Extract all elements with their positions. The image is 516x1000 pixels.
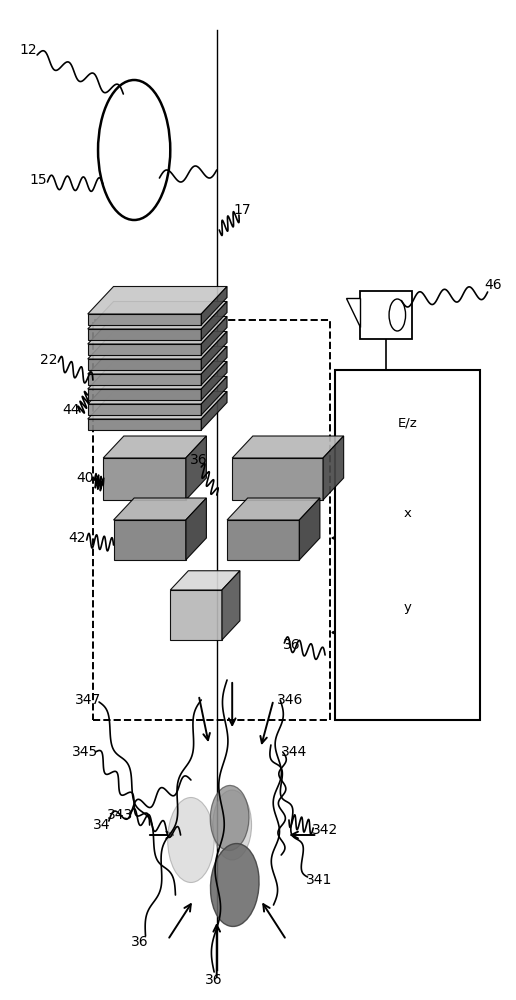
Polygon shape [201,361,227,400]
Polygon shape [88,332,227,359]
Text: 36: 36 [283,638,300,652]
Text: 42: 42 [69,531,86,545]
Text: 344: 344 [281,745,307,759]
Text: 342: 342 [312,823,338,837]
Text: x: x [404,507,412,520]
Text: 36: 36 [190,453,207,467]
Circle shape [389,299,406,331]
Ellipse shape [211,844,259,926]
Polygon shape [88,317,227,344]
Polygon shape [103,458,186,500]
Polygon shape [186,498,206,560]
Bar [360,291,412,339]
Polygon shape [88,392,227,419]
Polygon shape [88,347,227,374]
Text: 40: 40 [76,471,94,485]
Text: 34: 34 [93,818,111,832]
Polygon shape [201,347,227,385]
Text: 346: 346 [277,693,303,707]
Polygon shape [88,302,227,329]
Text: 22: 22 [40,353,58,367]
Polygon shape [88,361,227,389]
Text: 345: 345 [72,745,98,759]
Polygon shape [232,436,344,458]
Bar [93,320,330,720]
Polygon shape [88,314,201,325]
Text: 343: 343 [107,808,133,822]
Polygon shape [227,498,320,520]
Text: 36: 36 [131,935,148,949]
Polygon shape [201,302,227,340]
Bar [335,370,480,720]
Polygon shape [299,498,320,560]
Text: 12: 12 [20,43,37,57]
Polygon shape [201,332,227,370]
Polygon shape [88,389,201,400]
Polygon shape [88,287,227,314]
Polygon shape [232,458,323,500]
Polygon shape [227,520,299,560]
Polygon shape [88,359,201,370]
Text: 46: 46 [484,278,502,292]
Text: E/z: E/z [398,416,417,429]
Text: 44: 44 [62,403,80,417]
Text: 17: 17 [234,203,251,217]
Text: 15: 15 [30,173,47,187]
Ellipse shape [211,785,249,851]
Polygon shape [186,436,206,500]
Polygon shape [88,374,201,385]
Text: y: y [404,601,412,614]
Polygon shape [201,317,227,355]
Polygon shape [114,498,206,520]
Polygon shape [222,571,240,640]
Polygon shape [103,436,206,458]
Polygon shape [323,436,344,500]
Text: 341: 341 [305,873,332,887]
Polygon shape [201,392,227,430]
Polygon shape [201,287,227,325]
Text: 347: 347 [75,693,101,707]
Polygon shape [170,590,222,640]
Polygon shape [88,344,201,355]
Polygon shape [170,571,240,590]
Polygon shape [88,419,201,430]
Polygon shape [114,520,186,560]
Polygon shape [346,298,360,327]
Ellipse shape [168,798,214,882]
Polygon shape [201,376,227,415]
Text: 36: 36 [205,973,223,987]
Ellipse shape [213,790,252,860]
Polygon shape [88,329,201,340]
Polygon shape [88,404,201,415]
Polygon shape [88,376,227,404]
